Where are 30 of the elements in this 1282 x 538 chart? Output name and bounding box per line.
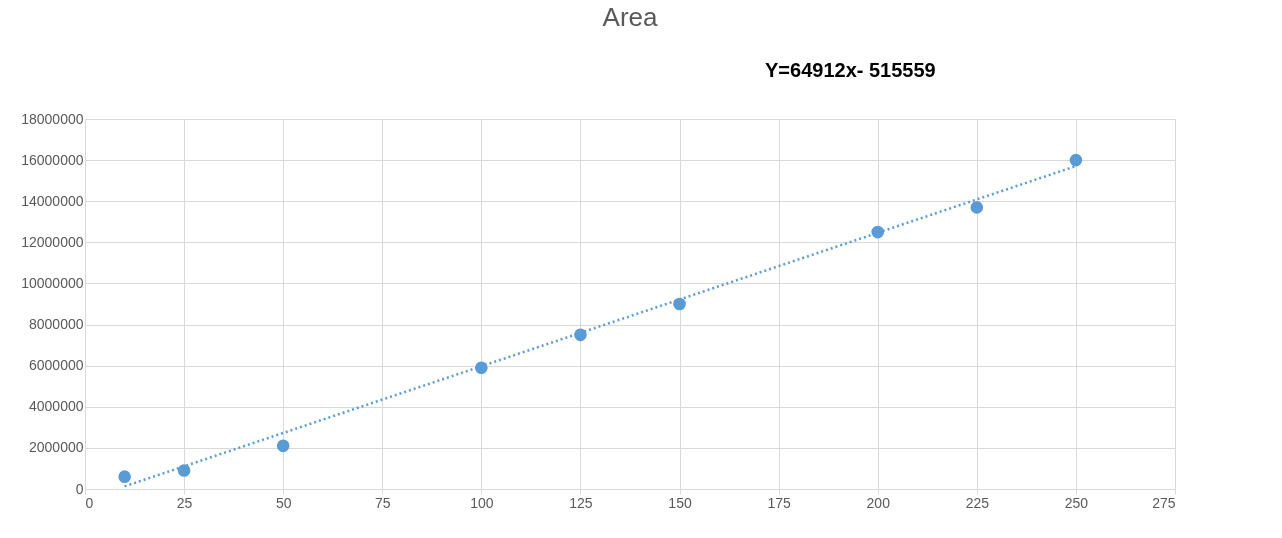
x-tick-label: 25 [176,494,193,511]
x-tick-label: 175 [767,494,792,511]
text: Y=64912x- 515559 [765,59,936,81]
point [177,464,191,477]
y-tick-label: 18000000 [21,110,84,127]
x-tick-label: 150 [668,494,692,511]
point [276,439,290,453]
point [1069,153,1083,167]
y-tick-label: 12000000 [21,233,84,250]
y-tick-label: 10000000 [21,274,84,291]
x-tick-label: 100 [470,494,494,511]
point [574,328,587,342]
x-tick-label: 250 [1064,494,1089,511]
y-tick-label: 4000000 [28,398,84,415]
y-tick-label: 0 [75,480,84,497]
y-tick-label: 6000000 [28,357,84,374]
x-tick-label: 225 [965,494,990,511]
x-tick-label: 200 [866,494,891,511]
y-tick-label: 2000000 [28,439,84,456]
chart-title: Area [602,2,658,32]
point [673,297,686,311]
x-tick-label: 50 [275,494,292,511]
x-tick-label: 125 [569,494,593,511]
y-tick-label: 8000000 [28,316,84,333]
y-tick-label: 16000000 [21,151,84,168]
x-tick-label: 75 [374,494,391,511]
point [970,201,984,214]
x-tick-label: 275 [1152,494,1176,511]
point [118,470,131,483]
y-tick-label: 14000000 [21,192,84,209]
